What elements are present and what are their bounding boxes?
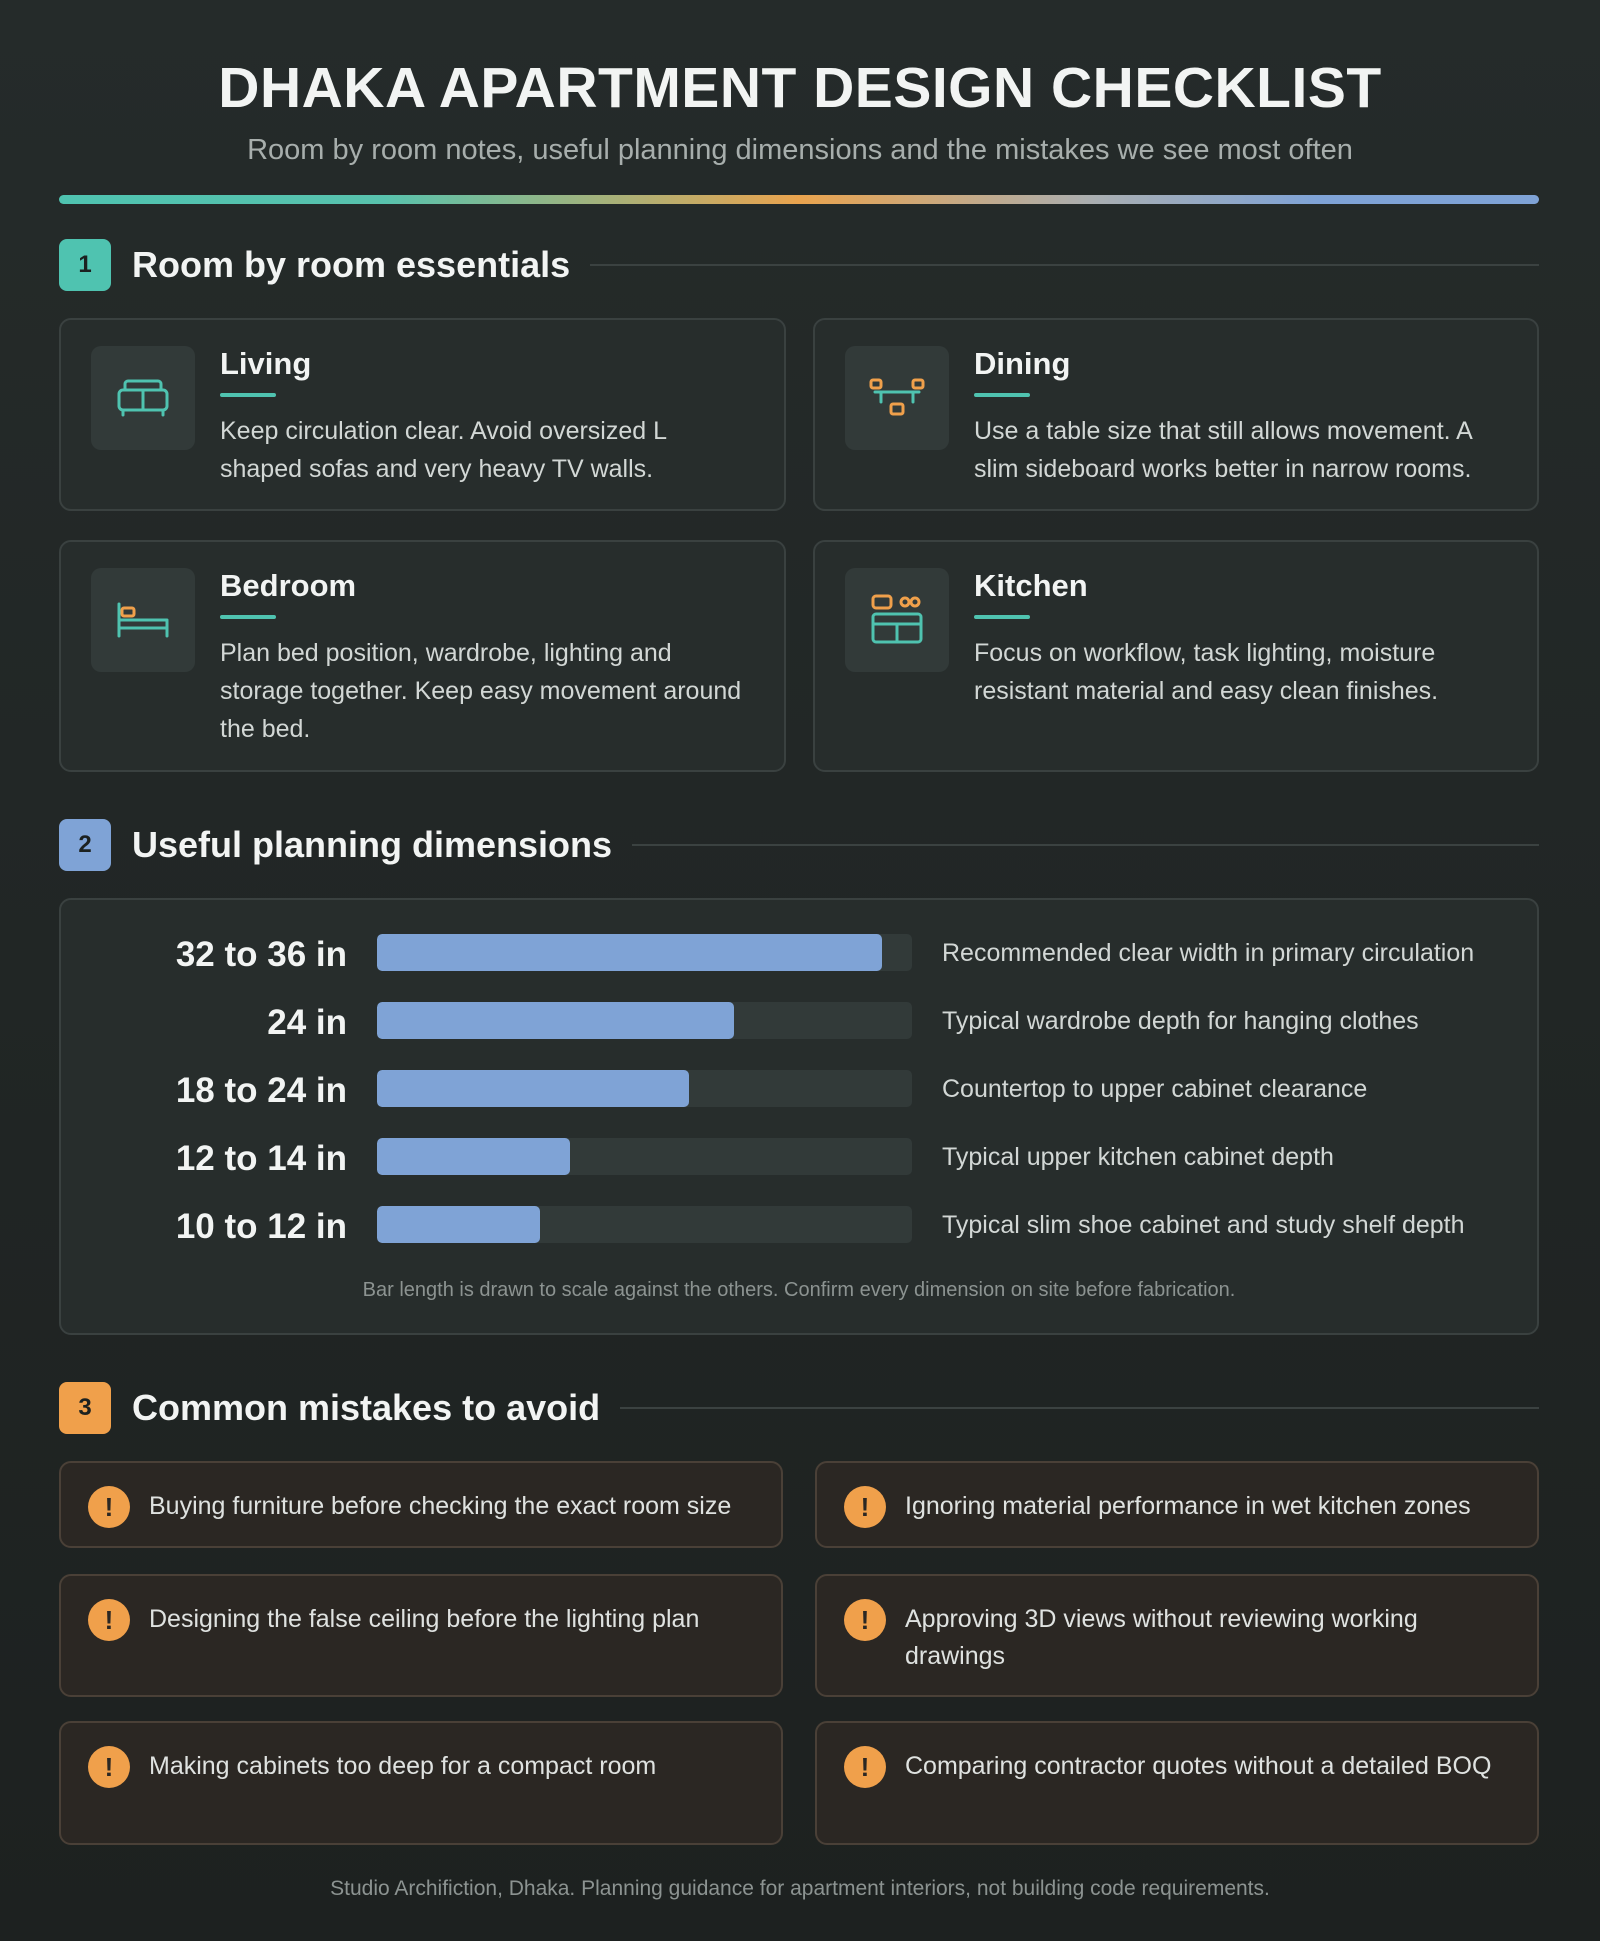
warning-icon: ! <box>844 1486 886 1528</box>
room-name: Dining <box>974 346 1071 381</box>
room-name: Bedroom <box>220 568 357 603</box>
room-icon <box>91 568 195 672</box>
dimension-label: 18 to 24 in <box>175 1071 347 1110</box>
warning-icon: ! <box>88 1486 130 1528</box>
room-name: Kitchen <box>974 568 1088 603</box>
mistake-card: ! Ignoring material performance in wet ki… <box>815 1461 1539 1548</box>
section-title: Common mistakes to avoid <box>132 1387 601 1428</box>
room-text: Focus on workflow, task lighting, moistu… <box>974 639 1439 705</box>
room-underline <box>974 393 1030 397</box>
bar <box>377 1138 571 1175</box>
mistake-card: ! Approving 3D views without reviewing wo… <box>815 1574 1539 1697</box>
mistake-card: ! Designing the false ceiling before the … <box>59 1574 783 1697</box>
section-badge: 3 <box>59 1382 111 1434</box>
room-text: Plan bed position, wardrobe, lighting an… <box>220 639 742 743</box>
room-underline <box>220 393 276 397</box>
room-icon <box>91 346 195 450</box>
section-badge: 1 <box>59 239 111 291</box>
bar-track <box>377 1138 912 1175</box>
dimension-label: 12 to 14 in <box>175 1139 347 1178</box>
room-name: Living <box>220 346 312 381</box>
room-text: Keep circulation clear. Avoid oversized … <box>220 417 667 483</box>
room-card: Living Keep circulation clear. Avoid over… <box>59 318 786 511</box>
chart-note: Bar length is drawn to scale against the… <box>362 1279 1236 1301</box>
mistake-text: Ignoring material performance in wet kit… <box>905 1492 1471 1520</box>
dimensions-panel: 32 to 36 in Recommended clear width in pr… <box>59 898 1539 1335</box>
dimension-description: Recommended clear width in primary circu… <box>942 939 1475 967</box>
mistake-card: ! Making cabinets too deep for a compact … <box>59 1721 783 1845</box>
room-underline <box>974 615 1030 619</box>
subtitle: Room by room notes, useful planning dime… <box>247 134 1353 166</box>
dimension-description: Typical wardrobe depth for hanging cloth… <box>942 1007 1419 1035</box>
dimension-description: Typical upper kitchen cabinet depth <box>942 1143 1334 1171</box>
title: DHAKA APARTMENT DESIGN CHECKLIST <box>218 56 1382 120</box>
warning-icon: ! <box>88 1746 130 1788</box>
icon <box>871 594 923 644</box>
bar <box>377 1002 734 1039</box>
mistake-text: Comparing contractor quotes without a de… <box>905 1752 1492 1780</box>
bar-track <box>377 1070 912 1107</box>
bar-track <box>377 934 912 971</box>
room-icon <box>845 568 949 672</box>
mistake-text: Approving 3D views without reviewing wor… <box>905 1605 1418 1670</box>
room-text: Use a table size that still allows movem… <box>974 417 1472 483</box>
icon <box>117 602 169 638</box>
bar-track <box>377 1002 912 1039</box>
warning-icon: ! <box>844 1746 886 1788</box>
mistake-card: ! Buying furniture before checking the ex… <box>59 1461 783 1548</box>
bar <box>377 1206 541 1243</box>
section-line <box>620 1407 1539 1409</box>
dimension-label: 10 to 12 in <box>175 1207 347 1246</box>
section-line <box>590 264 1539 266</box>
bar <box>377 934 883 971</box>
bar <box>377 1070 690 1107</box>
section-title: Room by room essentials <box>132 244 571 285</box>
room-card: Dining Use a table size that still allows… <box>813 318 1539 511</box>
section-line <box>632 844 1539 846</box>
dimension-label: 24 in <box>267 1003 347 1042</box>
dimension-description: Typical slim shoe cabinet and study shel… <box>942 1211 1465 1239</box>
section-title: Useful planning dimensions <box>132 824 613 865</box>
mistake-text: Making cabinets too deep for a compact r… <box>149 1752 657 1780</box>
gradient-rule <box>59 195 1539 204</box>
section-badge: 2 <box>59 819 111 871</box>
footer: Studio Archifiction, Dhaka. Planning gui… <box>330 1877 1270 1900</box>
bar-track <box>377 1206 912 1243</box>
warning-icon: ! <box>844 1599 886 1641</box>
room-underline <box>220 615 276 619</box>
mistake-card: ! Comparing contractor quotes without a d… <box>815 1721 1539 1845</box>
room-card: Kitchen Focus on workflow, task lighting,… <box>813 540 1539 772</box>
warning-icon: ! <box>88 1599 130 1641</box>
room-card: Bedroom Plan bed position, wardrobe, ligh… <box>59 540 786 772</box>
dimension-label: 32 to 36 in <box>175 935 347 974</box>
dimension-description: Countertop to upper cabinet clearance <box>942 1075 1368 1103</box>
icon <box>117 379 169 417</box>
room-icon <box>845 346 949 450</box>
icon <box>869 378 925 416</box>
mistake-text: Buying furniture before checking the exa… <box>149 1492 732 1520</box>
mistake-text: Designing the false ceiling before the l… <box>149 1605 700 1633</box>
